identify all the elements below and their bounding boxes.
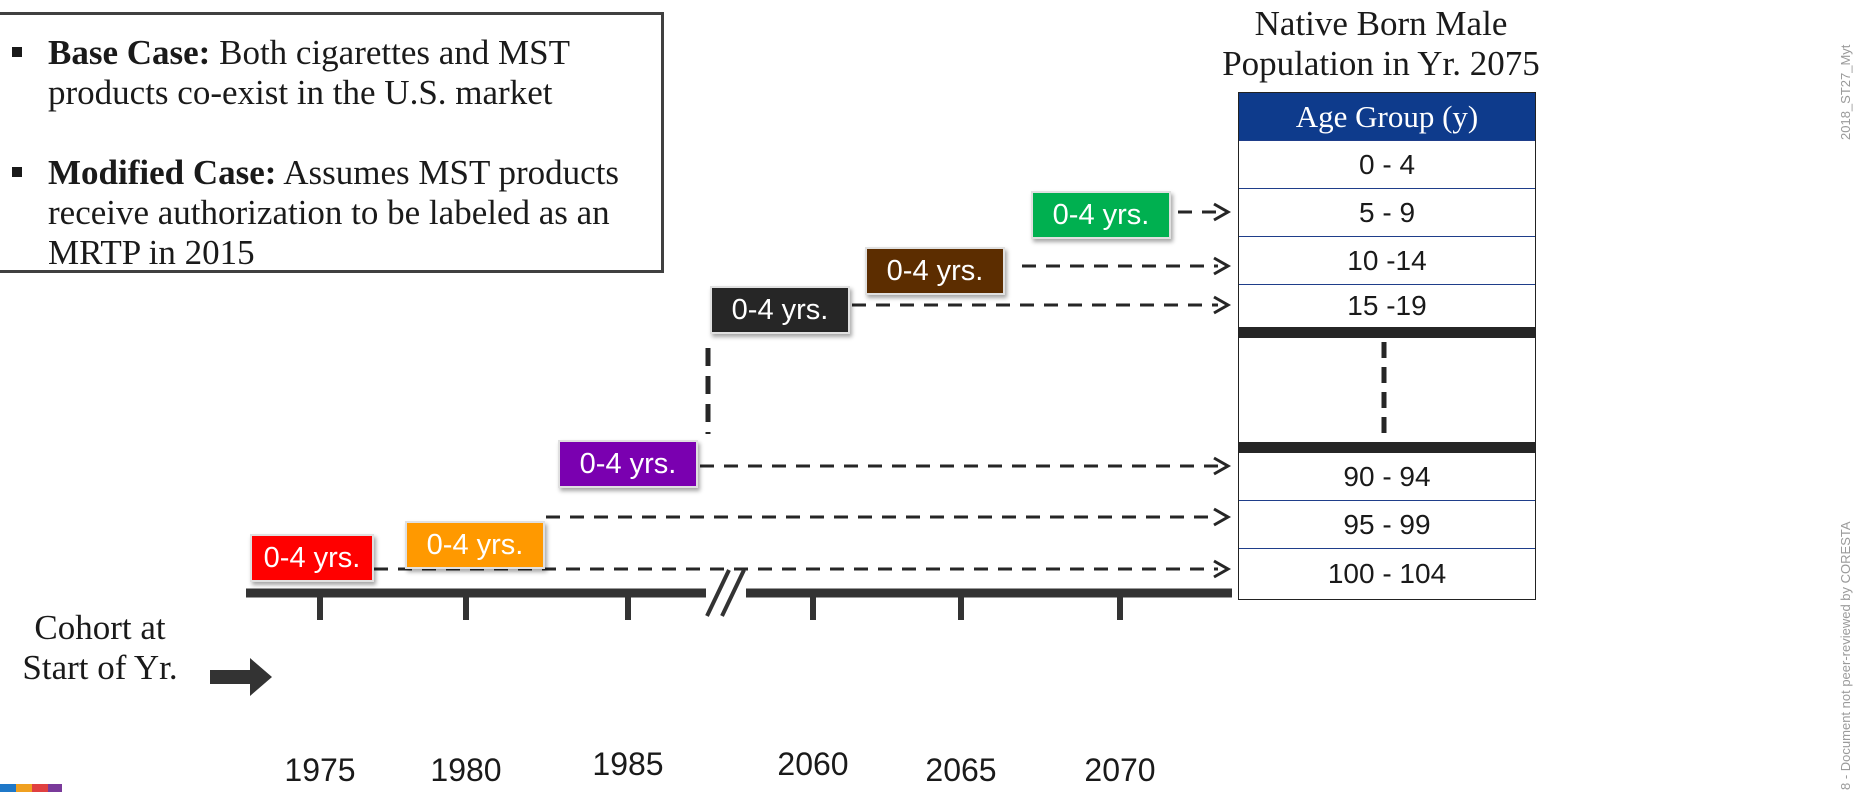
age-group-table: Age Group (y) 0 - 4 5 - 9 10 -14 15 -19 … [1238,92,1536,600]
arrow-head-icon [1213,202,1232,222]
axis-title: Cohort at Start of Yr. [0,608,200,688]
axis-break-icon [720,569,746,617]
base-case-text: Both cigarettes and MST products co-exis… [48,33,570,112]
table-header: Age Group (y) [1239,93,1535,141]
axis-break-icon [705,569,731,617]
table-row: 15 -19 [1347,290,1427,321]
cohort-box-6: 0-4 yrs. [1031,191,1171,239]
year-label: 2060 [777,746,849,782]
cohort-box-3: 0-4 yrs. [558,440,698,488]
year-label: 1975 [284,752,356,788]
arrow-head-icon [1213,456,1232,476]
cohort-box-5: 0-4 yrs. [865,247,1005,295]
legend-base-case: Base Case: Both cigarettes and MST produ… [12,33,652,113]
table-row: 5 - 9 [1239,189,1535,237]
modified-case-text: Assumes MST products receive authorizati… [48,153,620,272]
table-gap-border-bottom [1239,442,1535,453]
logo-icon [48,784,62,792]
table-row: 95 - 99 [1239,501,1535,549]
cohort-box-4: 0-4 yrs. [710,286,850,334]
year-label: 1985 [592,746,664,782]
arrow-head-icon [1213,256,1232,276]
modified-case-label: Modified Case: [48,153,277,192]
axis-title-line2: Start of Yr. [22,648,178,687]
legend-modified-case: Modified Case: Assumes MST products rece… [12,153,652,273]
table-gap-border-top [1239,327,1535,338]
arrow-head-icon [1213,295,1232,315]
axis-title-line1: Cohort at [34,608,166,647]
year-label: 1980 [430,752,502,788]
table-row: 100 - 104 [1327,557,1447,589]
bullet-icon [12,167,22,177]
population-title-line2: Population in Yr. 2075 [1222,44,1540,83]
year-label: 2065 [925,752,997,788]
year-label: 2070 [1084,752,1156,788]
population-title: Native Born Male Population in Yr. 2075 [1196,4,1566,84]
arrow-head-icon [1213,559,1232,579]
table-gap-ellipsis [1381,342,1387,438]
legend-box: Base Case: Both cigarettes and MST produ… [0,12,664,273]
table-row: 90 - 94 [1239,453,1535,501]
population-title-line1: Native Born Male [1254,4,1508,43]
logo-icon [32,784,48,792]
bullet-icon [12,47,22,57]
base-case-label: Base Case: [48,33,211,72]
table-row: 10 -14 [1239,237,1535,285]
table-row: 0 - 4 [1239,141,1535,189]
logo-icon [0,784,16,792]
logo-icon [16,784,32,792]
cohort-arrow-icon [210,658,272,696]
watermark-top: 2018_ST27_Myt [1838,44,1853,140]
arrow-head-icon [1213,507,1232,527]
watermark-bottom: 8 - Document not peer-reviewed by COREST… [1838,521,1853,790]
cohort-box-2: 0-4 yrs. [405,521,545,569]
cohort-box-1: 0-4 yrs. [250,534,374,582]
